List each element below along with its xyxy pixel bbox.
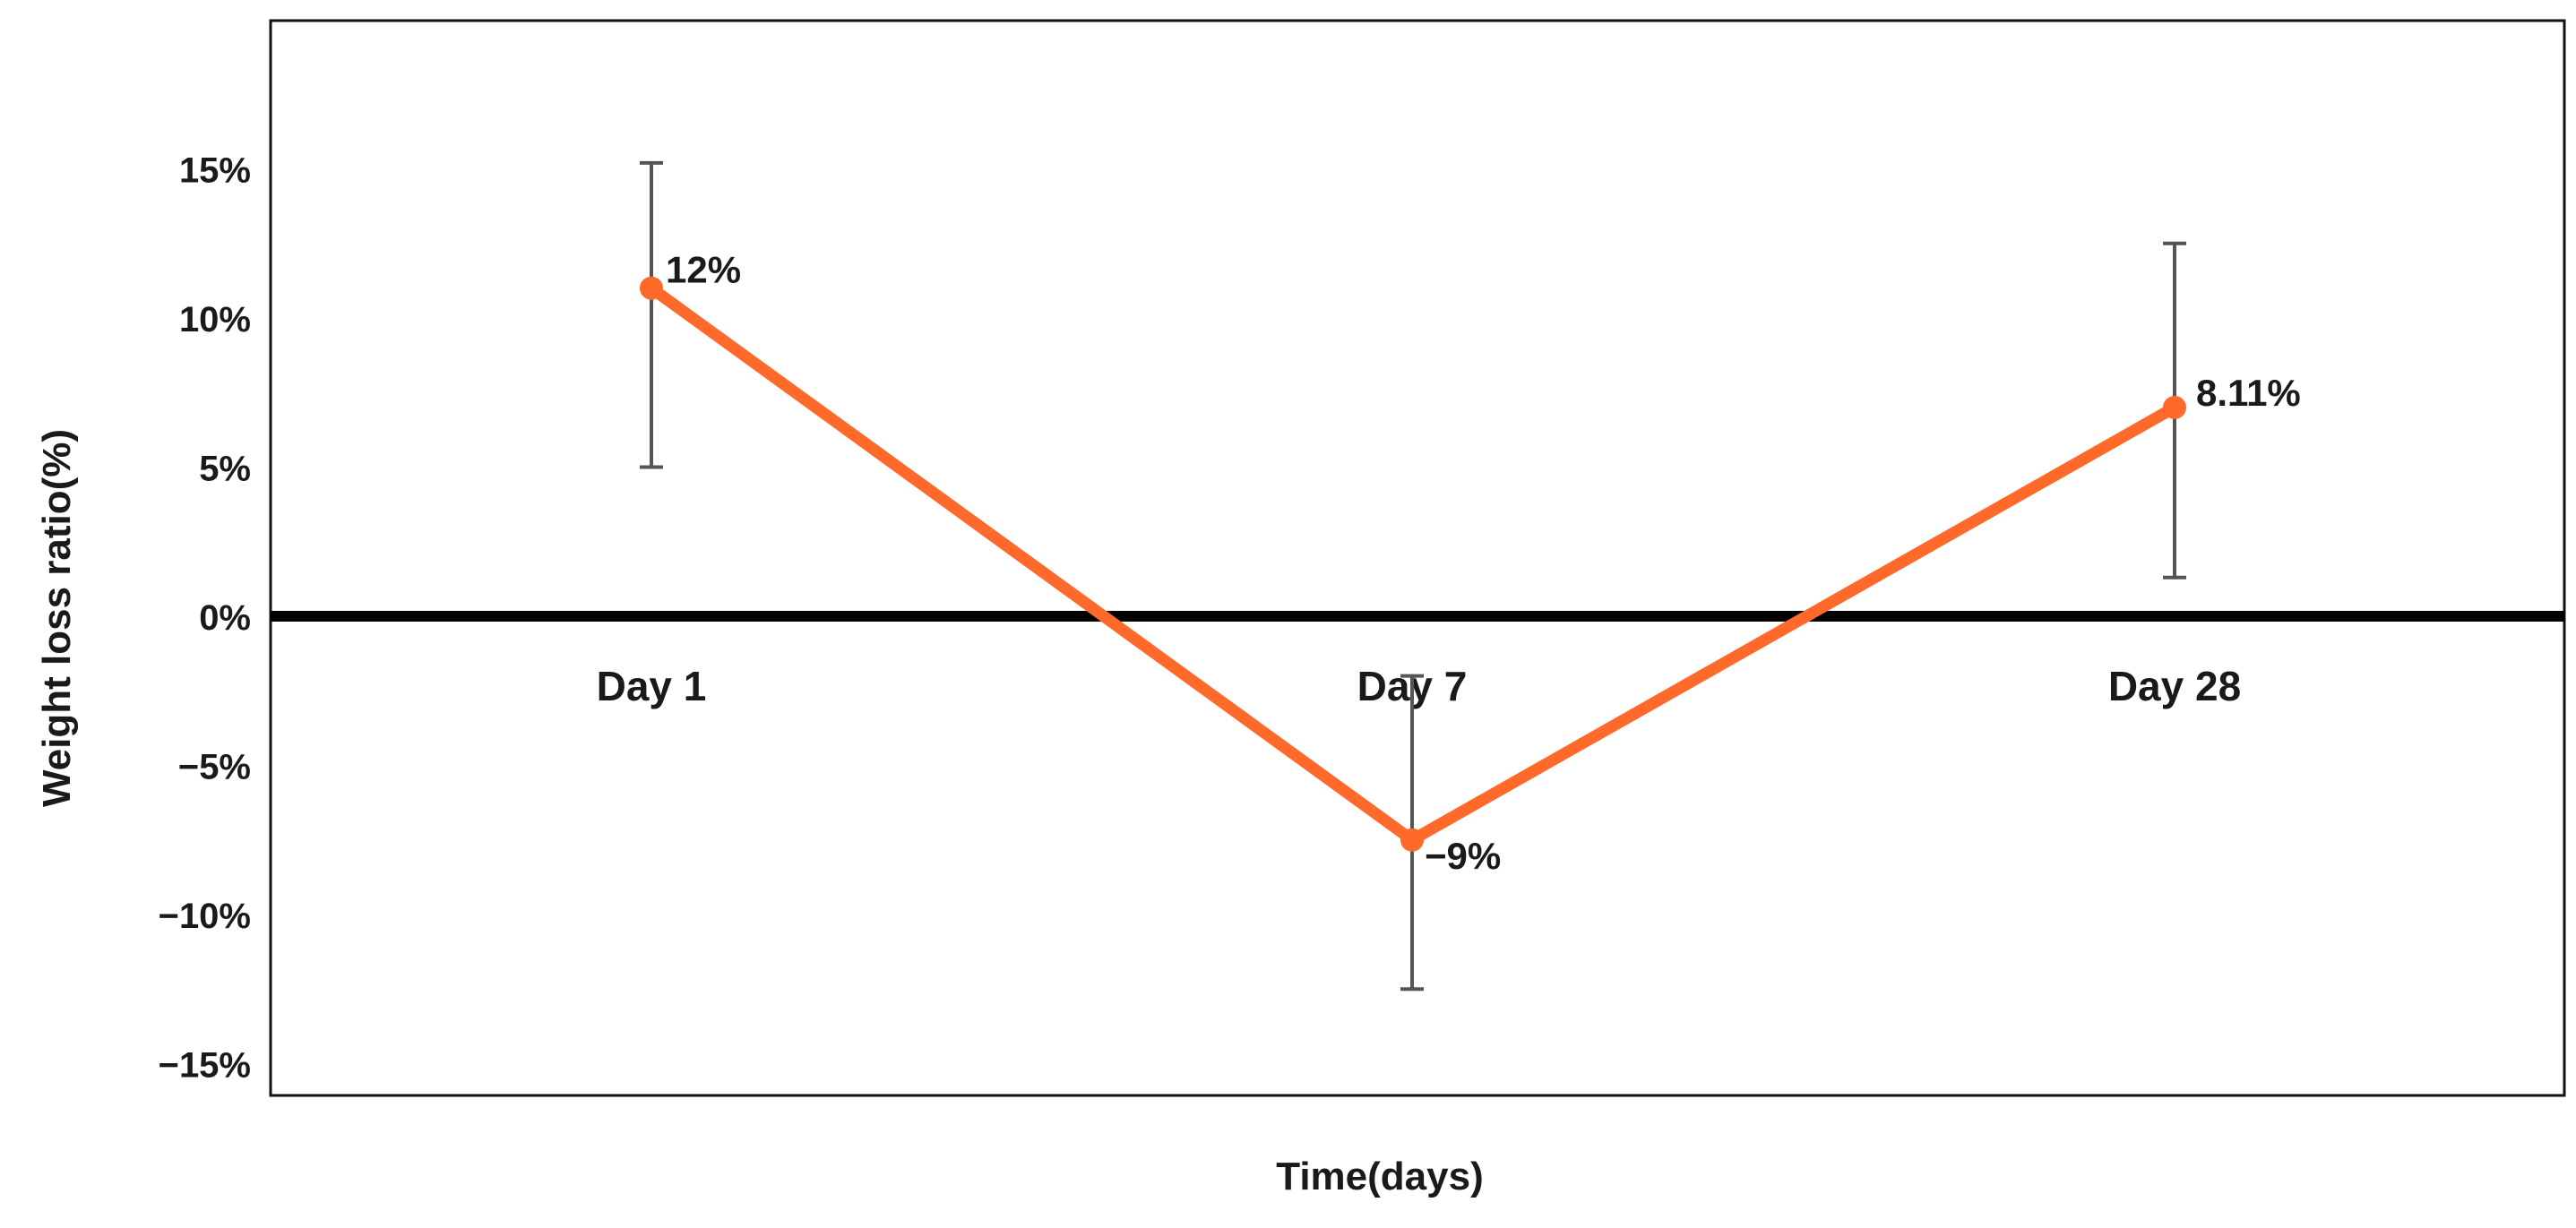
x-category-label: Day 28 [2108,663,2241,709]
data-point [1400,828,1424,852]
y-tick-labels: 15% 10% 5% 0% −5% −10% −15% [159,151,251,1086]
x-category-label: Day 1 [597,663,707,709]
y-tick-label: 0% [199,598,251,638]
data-labels: 12% −9% 8.11% [666,249,2301,877]
data-point [2163,395,2186,419]
y-tick-label: 15% [179,151,251,191]
y-tick-label: 5% [199,450,251,489]
error-bars [640,160,2186,992]
data-point [640,276,663,300]
data-label: 8.11% [2196,372,2301,414]
y-tick-label: −15% [159,1046,251,1086]
y-tick-label: −10% [159,897,251,936]
data-label: −9% [1425,835,1501,877]
plot-frame [269,19,2566,1097]
y-tick-label: 10% [179,300,251,339]
y-axis-title: Weight loss ratio(%) [35,429,79,807]
x-category-labels: Day 1 Day 7 Day 28 [597,663,2242,709]
x-axis-title: Time(days) [1276,1155,1484,1198]
data-points [640,276,2186,852]
data-label: 12% [666,249,741,291]
y-tick-label: −5% [178,748,251,787]
